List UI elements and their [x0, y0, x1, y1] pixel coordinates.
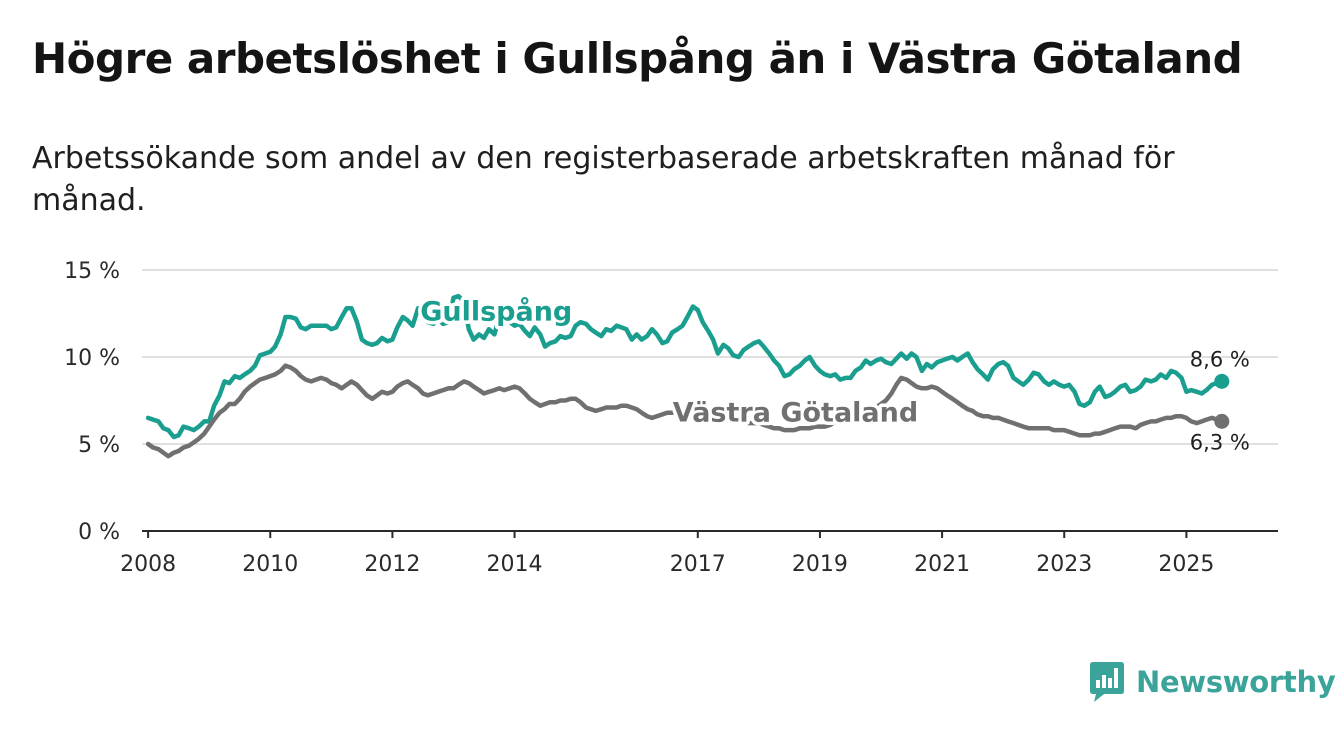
series-inline-label: Gullspång [420, 295, 572, 327]
x-tick-label: 2014 [487, 552, 543, 577]
x-tick-label: 2019 [792, 552, 848, 577]
x-tick-label: 2025 [1158, 552, 1214, 577]
y-tick-label: 0 % [78, 520, 120, 545]
x-tick-label: 2012 [364, 552, 420, 577]
end-value-label-v-stra-g-taland: 6,3 % [1190, 430, 1250, 454]
series-end-dot-v-stra-g-taland [1214, 413, 1230, 429]
y-tick-label: 10 % [64, 346, 120, 371]
y-tick-label: 5 % [78, 433, 120, 458]
series-inline-label: Västra Götaland [673, 397, 918, 428]
axis-layer: 0 % 5 % 10 % 15 % 2008 2010 2012 2014 2017 2019 20… [64, 259, 1278, 577]
x-tick-label: 2017 [670, 552, 726, 577]
series-end-dot-gullsp-ng [1214, 373, 1230, 389]
grid-layer [142, 269, 1278, 445]
x-tick-label: 2010 [242, 552, 298, 577]
series-line-gullsp-ng [145, 293, 1225, 440]
end-value-label-gullsp-ng: 8,6 % [1190, 347, 1250, 371]
label-layer: 8,6 % 6,3 % Gullspång Västra Götaland [417, 292, 1250, 454]
brand-name: Newsworthy [1136, 665, 1336, 699]
series-layer [145, 293, 1230, 459]
x-tick-label: 2008 [120, 552, 176, 577]
chart-title: Högre arbetslöshet i Gullspång än i Väst… [32, 34, 1243, 83]
chart-subtitle: Arbetssökande som andel av den registerb… [32, 141, 1175, 218]
y-tick-label: 15 % [64, 259, 120, 284]
x-tick-label: 2021 [914, 552, 970, 577]
newsworthy-logo-icon [1090, 662, 1124, 702]
brand[interactable]: Newsworthy [1088, 660, 1336, 704]
series-line-v-stra-g-taland [145, 363, 1225, 459]
x-tick-label: 2023 [1036, 552, 1092, 577]
